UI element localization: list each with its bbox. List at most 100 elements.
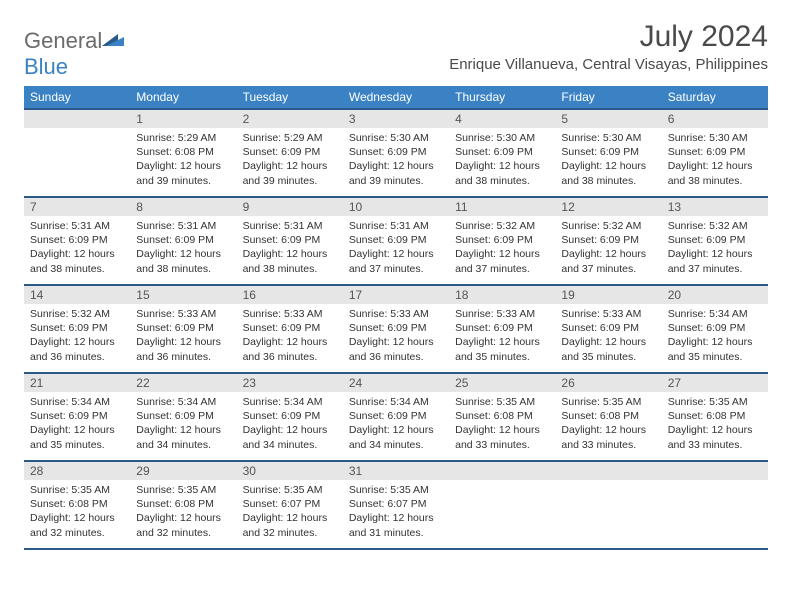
day-details: Sunrise: 5:29 AMSunset: 6:09 PMDaylight:… [237,128,343,192]
day-number: 24 [343,374,449,392]
day-number: 3 [343,110,449,128]
title-block: July 2024 Enrique Villanueva, Central Vi… [449,20,768,73]
calendar-cell: 24Sunrise: 5:34 AMSunset: 6:09 PMDayligh… [343,373,449,461]
day-number: 2 [237,110,343,128]
day-number: 4 [449,110,555,128]
weekday-header: Tuesday [237,86,343,109]
day-details: Sunrise: 5:32 AMSunset: 6:09 PMDaylight:… [662,216,768,280]
calendar-cell: 19Sunrise: 5:33 AMSunset: 6:09 PMDayligh… [555,285,661,373]
weekday-header: Wednesday [343,86,449,109]
daynum-empty [555,462,661,480]
calendar-row: 28Sunrise: 5:35 AMSunset: 6:08 PMDayligh… [24,461,768,549]
calendar-cell: 13Sunrise: 5:32 AMSunset: 6:09 PMDayligh… [662,197,768,285]
calendar-cell: 5Sunrise: 5:30 AMSunset: 6:09 PMDaylight… [555,109,661,197]
day-details: Sunrise: 5:32 AMSunset: 6:09 PMDaylight:… [449,216,555,280]
day-number: 31 [343,462,449,480]
day-details: Sunrise: 5:35 AMSunset: 6:07 PMDaylight:… [237,480,343,544]
calendar-row: 1Sunrise: 5:29 AMSunset: 6:08 PMDaylight… [24,109,768,197]
day-number: 26 [555,374,661,392]
calendar-cell: 2Sunrise: 5:29 AMSunset: 6:09 PMDaylight… [237,109,343,197]
day-number: 14 [24,286,130,304]
day-details: Sunrise: 5:34 AMSunset: 6:09 PMDaylight:… [343,392,449,456]
day-number: 12 [555,198,661,216]
logo-text-gray: General [24,28,102,53]
calendar-cell: 9Sunrise: 5:31 AMSunset: 6:09 PMDaylight… [237,197,343,285]
calendar-cell: 1Sunrise: 5:29 AMSunset: 6:08 PMDaylight… [130,109,236,197]
day-details: Sunrise: 5:33 AMSunset: 6:09 PMDaylight:… [555,304,661,368]
day-number: 19 [555,286,661,304]
day-number: 6 [662,110,768,128]
calendar-cell: 21Sunrise: 5:34 AMSunset: 6:09 PMDayligh… [24,373,130,461]
day-details: Sunrise: 5:31 AMSunset: 6:09 PMDaylight:… [343,216,449,280]
calendar-cell: 10Sunrise: 5:31 AMSunset: 6:09 PMDayligh… [343,197,449,285]
weekday-header: Thursday [449,86,555,109]
calendar-cell: 14Sunrise: 5:32 AMSunset: 6:09 PMDayligh… [24,285,130,373]
calendar-cell-empty [555,461,661,549]
day-details: Sunrise: 5:34 AMSunset: 6:09 PMDaylight:… [237,392,343,456]
day-number: 7 [24,198,130,216]
calendar-table: SundayMondayTuesdayWednesdayThursdayFrid… [24,86,768,550]
calendar-cell: 28Sunrise: 5:35 AMSunset: 6:08 PMDayligh… [24,461,130,549]
logo-triangle-icon [102,28,124,44]
calendar-row: 7Sunrise: 5:31 AMSunset: 6:09 PMDaylight… [24,197,768,285]
day-number: 11 [449,198,555,216]
day-details: Sunrise: 5:31 AMSunset: 6:09 PMDaylight:… [130,216,236,280]
calendar-page: GeneralBlue July 2024 Enrique Villanueva… [0,0,792,560]
day-number: 18 [449,286,555,304]
weekday-header: Friday [555,86,661,109]
day-details: Sunrise: 5:34 AMSunset: 6:09 PMDaylight:… [662,304,768,368]
day-number: 25 [449,374,555,392]
calendar-cell: 22Sunrise: 5:34 AMSunset: 6:09 PMDayligh… [130,373,236,461]
calendar-cell: 17Sunrise: 5:33 AMSunset: 6:09 PMDayligh… [343,285,449,373]
daytext-empty [449,480,555,540]
day-details: Sunrise: 5:33 AMSunset: 6:09 PMDaylight:… [449,304,555,368]
logo-text-blue: Blue [24,54,68,79]
day-details: Sunrise: 5:31 AMSunset: 6:09 PMDaylight:… [24,216,130,280]
header: GeneralBlue July 2024 Enrique Villanueva… [24,20,768,80]
calendar-cell: 30Sunrise: 5:35 AMSunset: 6:07 PMDayligh… [237,461,343,549]
calendar-cell: 27Sunrise: 5:35 AMSunset: 6:08 PMDayligh… [662,373,768,461]
calendar-cell: 16Sunrise: 5:33 AMSunset: 6:09 PMDayligh… [237,285,343,373]
day-details: Sunrise: 5:33 AMSunset: 6:09 PMDaylight:… [237,304,343,368]
day-number: 9 [237,198,343,216]
day-details: Sunrise: 5:35 AMSunset: 6:07 PMDaylight:… [343,480,449,544]
calendar-cell: 12Sunrise: 5:32 AMSunset: 6:09 PMDayligh… [555,197,661,285]
calendar-cell: 29Sunrise: 5:35 AMSunset: 6:08 PMDayligh… [130,461,236,549]
location: Enrique Villanueva, Central Visayas, Phi… [449,56,768,73]
day-number: 30 [237,462,343,480]
day-number: 5 [555,110,661,128]
calendar-cell: 26Sunrise: 5:35 AMSunset: 6:08 PMDayligh… [555,373,661,461]
day-details: Sunrise: 5:30 AMSunset: 6:09 PMDaylight:… [555,128,661,192]
calendar-head: SundayMondayTuesdayWednesdayThursdayFrid… [24,86,768,109]
calendar-cell: 20Sunrise: 5:34 AMSunset: 6:09 PMDayligh… [662,285,768,373]
weekday-header: Monday [130,86,236,109]
day-number: 13 [662,198,768,216]
day-details: Sunrise: 5:31 AMSunset: 6:09 PMDaylight:… [237,216,343,280]
day-details: Sunrise: 5:30 AMSunset: 6:09 PMDaylight:… [662,128,768,192]
day-number: 1 [130,110,236,128]
calendar-cell: 6Sunrise: 5:30 AMSunset: 6:09 PMDaylight… [662,109,768,197]
calendar-cell: 4Sunrise: 5:30 AMSunset: 6:09 PMDaylight… [449,109,555,197]
calendar-cell: 3Sunrise: 5:30 AMSunset: 6:09 PMDaylight… [343,109,449,197]
daynum-empty [24,110,130,128]
day-number: 22 [130,374,236,392]
calendar-cell-empty [662,461,768,549]
day-details: Sunrise: 5:35 AMSunset: 6:08 PMDaylight:… [449,392,555,456]
day-number: 23 [237,374,343,392]
day-details: Sunrise: 5:33 AMSunset: 6:09 PMDaylight:… [343,304,449,368]
calendar-body: 1Sunrise: 5:29 AMSunset: 6:08 PMDaylight… [24,109,768,549]
calendar-cell: 8Sunrise: 5:31 AMSunset: 6:09 PMDaylight… [130,197,236,285]
day-number: 27 [662,374,768,392]
calendar-cell: 23Sunrise: 5:34 AMSunset: 6:09 PMDayligh… [237,373,343,461]
logo-text: GeneralBlue [24,28,124,80]
day-details: Sunrise: 5:30 AMSunset: 6:09 PMDaylight:… [449,128,555,192]
day-details: Sunrise: 5:29 AMSunset: 6:08 PMDaylight:… [130,128,236,192]
logo: GeneralBlue [24,20,124,80]
calendar-row: 14Sunrise: 5:32 AMSunset: 6:09 PMDayligh… [24,285,768,373]
calendar-cell: 18Sunrise: 5:33 AMSunset: 6:09 PMDayligh… [449,285,555,373]
daytext-empty [662,480,768,540]
daynum-empty [662,462,768,480]
day-details: Sunrise: 5:32 AMSunset: 6:09 PMDaylight:… [24,304,130,368]
day-number: 8 [130,198,236,216]
daytext-empty [24,128,130,188]
